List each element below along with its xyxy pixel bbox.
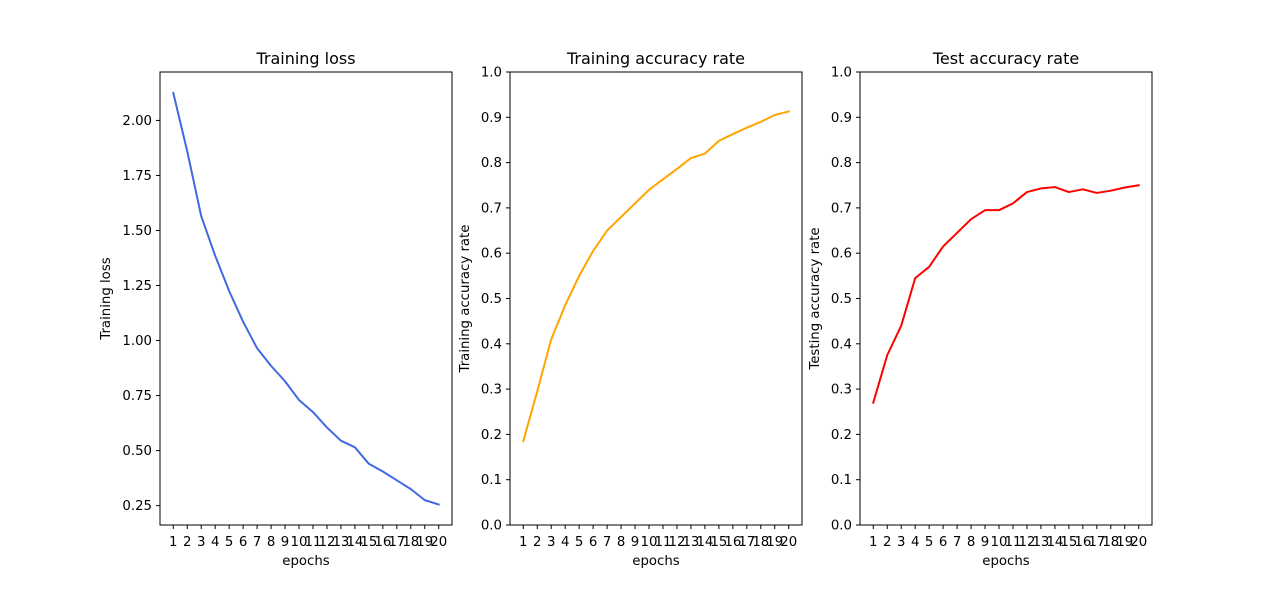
x-tick-label: 2 (183, 535, 191, 550)
x-tick-label: 9 (281, 535, 289, 550)
y-tick-label: 0.3 (481, 383, 502, 398)
x-tick-label: 20 (1130, 535, 1147, 550)
x-tick-label: 8 (617, 535, 625, 550)
x-tick-label: 2 (533, 535, 541, 550)
x-tick-label: 3 (547, 535, 555, 550)
y-axis-label: Training loss (99, 257, 114, 340)
x-axis-label: epochs (982, 554, 1029, 569)
axes-frame (860, 72, 1152, 525)
x-tick-label: 4 (211, 535, 219, 550)
y-tick-label: 0.9 (831, 111, 852, 126)
series-line (173, 93, 438, 505)
x-tick-label: 9 (981, 535, 989, 550)
y-tick-label: 0.8 (481, 156, 502, 171)
y-tick-label: 0.5 (831, 292, 852, 307)
x-tick-label: 1 (869, 535, 877, 550)
x-tick-label: 5 (575, 535, 583, 550)
chart-title: Training accuracy rate (566, 49, 745, 68)
x-axis-label: epochs (632, 554, 679, 569)
y-tick-label: 0.1 (481, 473, 502, 488)
axes-frame (510, 72, 802, 525)
y-tick-label: 0.8 (831, 156, 852, 171)
x-tick-label: 20 (430, 535, 447, 550)
chart-title: Training loss (255, 49, 355, 68)
y-tick-label: 0.1 (831, 473, 852, 488)
y-tick-label: 0.5 (481, 292, 502, 307)
y-tick-label: 1.25 (122, 279, 152, 294)
x-tick-label: 5 (925, 535, 933, 550)
y-tick-label: 0.6 (831, 247, 852, 262)
y-tick-label: 0.0 (831, 519, 852, 534)
y-tick-label: 2.00 (122, 114, 152, 129)
y-tick-label: 0.50 (122, 444, 152, 459)
x-tick-label: 6 (589, 535, 597, 550)
y-tick-label: 0.9 (481, 111, 502, 126)
x-tick-label: 4 (561, 535, 569, 550)
x-tick-label: 5 (225, 535, 233, 550)
y-axis-label: Training accuracy rate (458, 225, 473, 374)
x-tick-label: 6 (939, 535, 947, 550)
x-tick-label: 3 (197, 535, 205, 550)
x-tick-label: 6 (239, 535, 247, 550)
x-tick-label: 8 (267, 535, 275, 550)
y-tick-label: 1.75 (122, 169, 152, 184)
x-tick-label: 1 (519, 535, 527, 550)
y-tick-label: 0.25 (122, 499, 152, 514)
y-tick-label: 1.50 (122, 224, 152, 239)
y-tick-label: 0.3 (831, 383, 852, 398)
y-axis-label: Testing accuracy rate (808, 227, 823, 370)
x-axis-label: epochs (282, 554, 329, 569)
x-tick-label: 2 (883, 535, 891, 550)
series-line (873, 185, 1138, 402)
y-tick-label: 0.7 (831, 201, 852, 216)
x-tick-label: 4 (911, 535, 919, 550)
series-line (523, 111, 788, 441)
x-tick-label: 7 (953, 535, 961, 550)
x-tick-label: 3 (897, 535, 905, 550)
y-tick-label: 0.6 (481, 247, 502, 262)
x-tick-label: 9 (631, 535, 639, 550)
x-tick-label: 7 (603, 535, 611, 550)
x-tick-label: 1 (169, 535, 177, 550)
y-tick-label: 0.2 (831, 428, 852, 443)
chart-title: Test accuracy rate (932, 49, 1079, 68)
y-tick-label: 0.7 (481, 201, 502, 216)
axes-frame (160, 72, 452, 525)
y-tick-label: 0.4 (831, 337, 852, 352)
x-tick-label: 20 (780, 535, 797, 550)
y-tick-label: 1.00 (122, 334, 152, 349)
y-tick-label: 1.0 (831, 66, 852, 81)
y-tick-label: 0.75 (122, 389, 152, 404)
y-tick-label: 0.4 (481, 337, 502, 352)
y-tick-label: 0.0 (481, 519, 502, 534)
y-tick-label: 1.0 (481, 66, 502, 81)
y-tick-label: 0.2 (481, 428, 502, 443)
x-tick-label: 8 (967, 535, 975, 550)
x-tick-label: 7 (253, 535, 261, 550)
